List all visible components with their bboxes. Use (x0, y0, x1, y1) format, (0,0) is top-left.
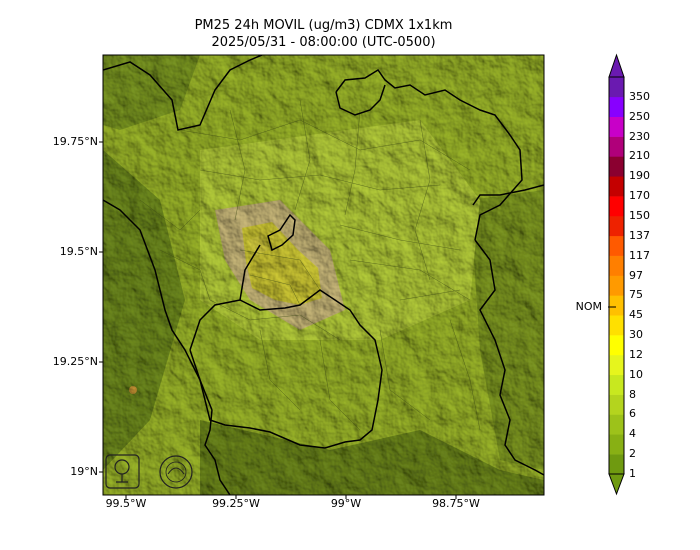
colorbar-level-label: 75 (629, 288, 643, 302)
colorbar-level-label: 230 (629, 129, 650, 143)
colorbar-level-label: 10 (629, 367, 643, 381)
colorbar-level-label: 250 (629, 109, 650, 123)
concentration-field (103, 55, 544, 495)
colorbar-extend-min (608, 473, 625, 496)
calidad-aire-logo (159, 455, 193, 489)
colorbar-level-label: 6 (629, 407, 636, 421)
colorbar-segment (609, 215, 624, 237)
colorbar-extend-max (608, 53, 625, 78)
colorbar-level-label: 2 (629, 447, 636, 461)
colorbar-level-label: 8 (629, 387, 636, 401)
plot-frame (102, 54, 545, 496)
colorbar-segment (609, 235, 624, 256)
colorbar-segment (609, 176, 624, 197)
colorbar-level-label: 4 (629, 427, 636, 441)
colorbar-segment (609, 275, 624, 296)
colorbar-level-label: 170 (629, 189, 650, 203)
nom-label: NOM (575, 300, 602, 313)
colorbar-segment (609, 354, 624, 376)
y-tick-label: 19°N (70, 465, 98, 478)
colorbar-segment (609, 315, 624, 336)
colorbar-segment (609, 335, 624, 356)
colorbar-segment (609, 414, 624, 435)
colorbar-segment (609, 434, 624, 455)
colorbar-level-label: 117 (629, 248, 650, 262)
colorbar-segment (609, 136, 624, 157)
colorbar-segment (609, 196, 624, 217)
colorbar-level-label: 210 (629, 149, 650, 163)
colorbar-segment (609, 394, 624, 415)
colorbar-segment (609, 156, 624, 177)
map-subtitle: 2025/05/31 - 08:00:00 (UTC-0500) (211, 35, 436, 50)
sedema-logo (105, 454, 140, 489)
map-title: PM25 24h MOVIL (ug/m3) CDMX 1x1km (194, 18, 453, 33)
colorbar-level-label: 30 (629, 328, 643, 342)
colorbar (608, 53, 625, 496)
colorbar-level-label: 137 (629, 228, 650, 242)
colorbar-segment (609, 116, 624, 137)
colorbar-segment (609, 255, 624, 276)
colorbar-segment (609, 96, 624, 117)
colorbar-level-label: 45 (629, 308, 643, 322)
x-tick-label: 99.5°W (105, 497, 147, 510)
x-tick-label: 98.75°W (432, 497, 480, 510)
y-tick-label: 19.75°N (52, 135, 98, 148)
colorbar-level-label: 1 (629, 467, 636, 480)
colorbar-level-label: 190 (629, 169, 650, 183)
colorbar-segment (609, 295, 624, 316)
x-tick-label: 99°W (330, 497, 362, 510)
colorbar-level-label: 97 (629, 268, 643, 282)
colorbar-level-label: 150 (629, 208, 650, 222)
colorbar-segment (609, 454, 624, 475)
y-tick-label: 19.5°N (59, 245, 98, 258)
colorbar-level-label: 350 (629, 89, 650, 103)
colorbar-segment (609, 77, 624, 98)
colorbar-segment (609, 374, 624, 395)
x-tick-label: 99.25°W (212, 497, 260, 510)
colorbar-frame (608, 76, 625, 475)
colorbar-level-label: 12 (629, 347, 643, 361)
y-tick-label: 19.25°N (52, 355, 98, 368)
